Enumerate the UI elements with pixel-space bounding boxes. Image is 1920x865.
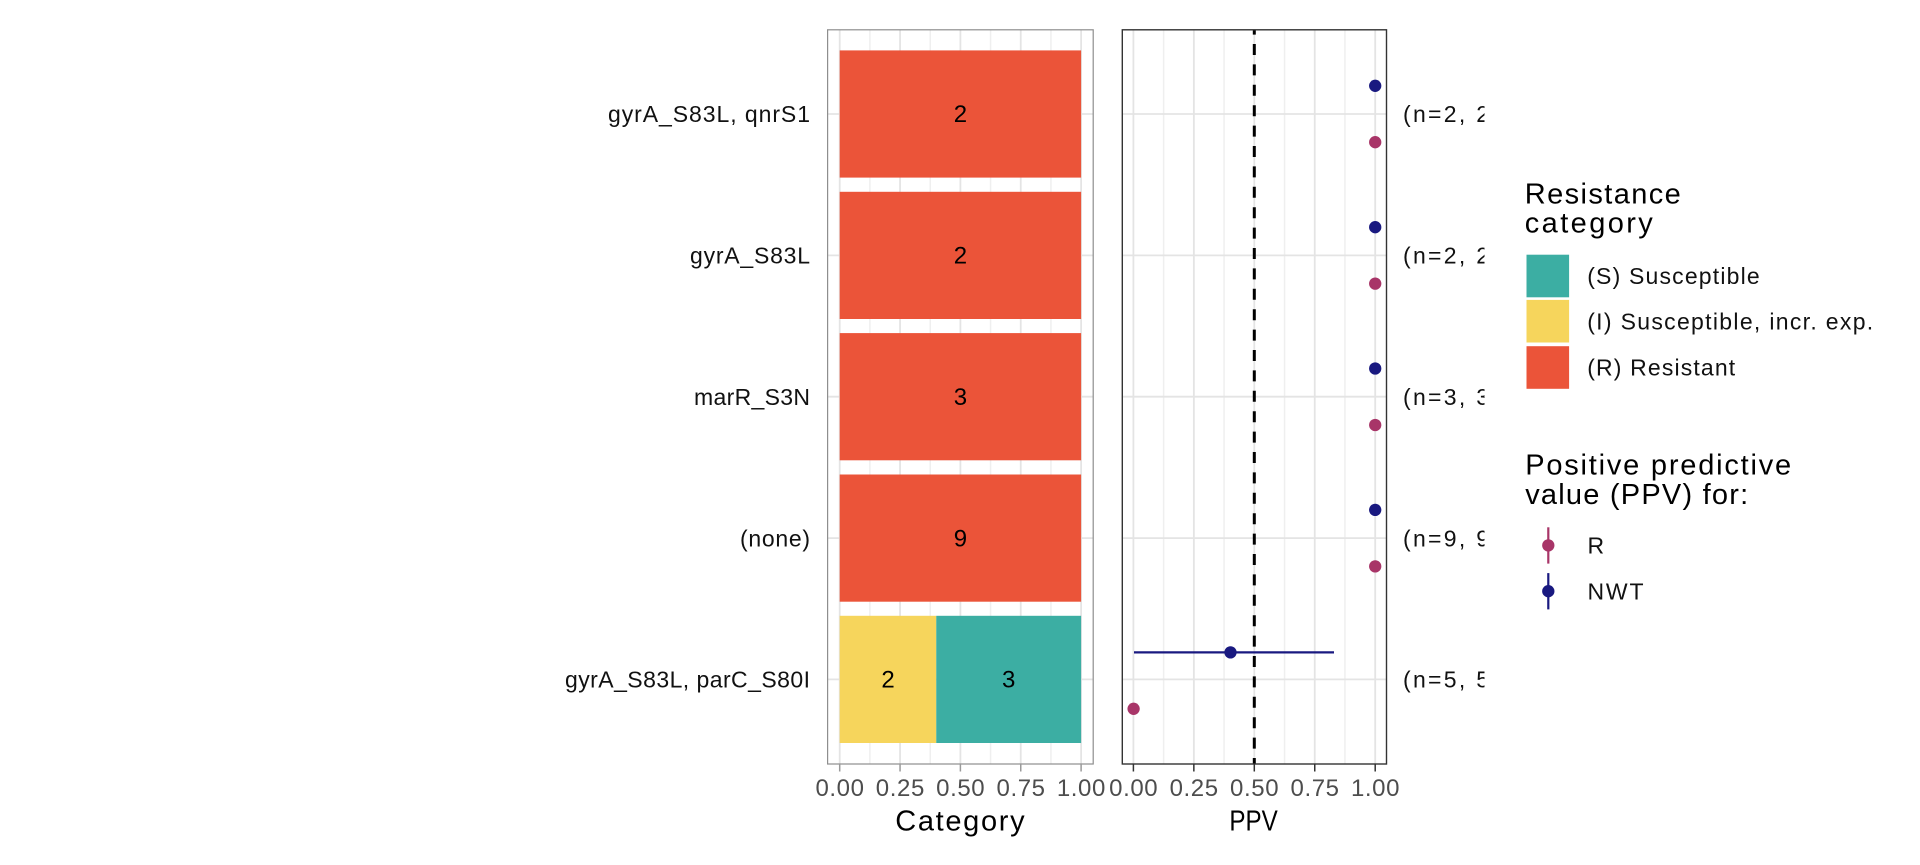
- svg-text:0.25: 0.25: [1170, 775, 1219, 802]
- svg-text:(R) Resistant: (R) Resistant: [1587, 355, 1736, 381]
- svg-text:(I) Susceptible, incr. exp.: (I) Susceptible, incr. exp.: [1587, 308, 1873, 334]
- svg-text:2: 2: [954, 243, 967, 270]
- svg-text:0.00: 0.00: [815, 775, 864, 802]
- svg-text:(S) Susceptible: (S) Susceptible: [1587, 263, 1760, 289]
- svg-text:(n=9, 9): (n=9, 9): [1403, 525, 1499, 551]
- svg-text:gyrA_S83L, qnrS1: gyrA_S83L, qnrS1: [608, 101, 810, 127]
- svg-text:gyrA_S83L, parC_S80I: gyrA_S83L, parC_S80I: [565, 667, 810, 693]
- svg-text:9: 9: [954, 525, 967, 552]
- svg-text:0.50: 0.50: [1230, 775, 1279, 802]
- svg-text:Category: Category: [895, 806, 1025, 838]
- svg-text:0.00: 0.00: [1109, 775, 1158, 802]
- svg-text:R: R: [1588, 533, 1605, 559]
- svg-text:(n=5, 5): (n=5, 5): [1403, 667, 1499, 693]
- svg-text:1.00: 1.00: [1057, 775, 1106, 802]
- svg-text:1.00: 1.00: [1351, 775, 1400, 802]
- svg-text:(n=2, 2): (n=2, 2): [1403, 243, 1499, 269]
- svg-text:0.25: 0.25: [876, 775, 925, 802]
- svg-text:0.75: 0.75: [997, 775, 1046, 802]
- svg-text:gyrA_S83L: gyrA_S83L: [690, 243, 810, 269]
- svg-text:2: 2: [881, 667, 894, 694]
- svg-text:NWT: NWT: [1588, 578, 1644, 604]
- svg-text:3: 3: [954, 384, 967, 411]
- svg-text:(n=2, 2): (n=2, 2): [1403, 101, 1499, 127]
- svg-text:category: category: [1525, 208, 1654, 240]
- svg-text:(n=3, 3): (n=3, 3): [1403, 384, 1499, 410]
- svg-text:0.50: 0.50: [936, 775, 985, 802]
- svg-text:Resistance: Resistance: [1525, 178, 1681, 210]
- svg-text:PPV: PPV: [1229, 806, 1278, 838]
- svg-text:Positive predictive: Positive predictive: [1525, 450, 1791, 482]
- svg-text:3: 3: [1002, 667, 1015, 694]
- svg-text:(none): (none): [740, 525, 810, 551]
- svg-text:marR_S3N: marR_S3N: [694, 384, 810, 410]
- svg-text:0.75: 0.75: [1291, 775, 1340, 802]
- svg-text:value (PPV) for:: value (PPV) for:: [1525, 479, 1748, 511]
- svg-text:2: 2: [954, 101, 967, 128]
